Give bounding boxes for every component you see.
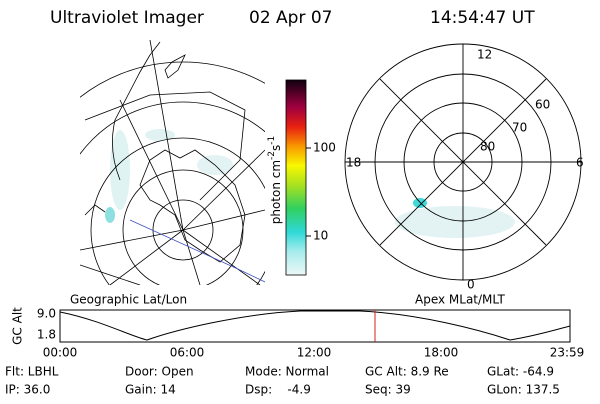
polar-label: Apex MLat/MLT xyxy=(415,293,505,307)
hour-label: 18 xyxy=(346,156,361,170)
colorbar-label: photon cm-2s-1 xyxy=(267,136,283,225)
status-field: GLat: -64.9 xyxy=(487,365,554,379)
lat-label: 80 xyxy=(480,140,495,154)
x-tick-label: 18:00 xyxy=(424,346,459,360)
lat-label: 70 xyxy=(512,121,527,135)
hour-label: 6 xyxy=(576,156,584,170)
label-part: -1 xyxy=(267,136,277,145)
map-label: Geographic Lat/Lon xyxy=(70,293,187,307)
lat-label: 60 xyxy=(535,98,550,112)
label-part: photon cm xyxy=(269,160,283,224)
x-tick-label: 00:00 xyxy=(43,346,78,360)
y-tick-label: 1.8 xyxy=(37,328,56,342)
hour-label: 0 xyxy=(467,278,475,292)
status-field: Dsp: -4.9 xyxy=(245,383,311,397)
altitude-curve xyxy=(59,310,571,341)
colorbar-tick: 100 xyxy=(313,141,336,155)
label-part: s xyxy=(269,145,283,151)
geographic-map xyxy=(80,40,265,285)
time: 14:54:47 UT xyxy=(430,8,535,28)
x-tick-label: 06:00 xyxy=(170,346,205,360)
status-field: IP: 36.0 xyxy=(5,383,50,397)
status-field: GLon: 137.5 xyxy=(487,383,560,397)
label-part: -2 xyxy=(267,151,277,160)
status-field: Door: Open xyxy=(125,365,194,379)
x-tick-label: 12:00 xyxy=(297,346,332,360)
hour-label: 12 xyxy=(477,48,492,62)
x-tick-label: 23:59 xyxy=(550,346,585,360)
date: 02 Apr 07 xyxy=(249,8,332,28)
axis-label: GC Alt xyxy=(11,307,25,345)
polar-plot xyxy=(344,43,582,281)
status-field: Gain: 14 xyxy=(125,383,176,397)
status-field: Mode: Normal xyxy=(245,365,329,379)
status-field: Seq: 39 xyxy=(365,383,411,397)
title: Ultraviolet Imager xyxy=(50,8,204,28)
status-field: GC Alt: 8.9 Re xyxy=(365,365,449,379)
color-bar xyxy=(285,79,307,276)
colorbar-tick: 10 xyxy=(313,229,328,243)
status-panel: Flt: LBHL Door: Open Mode: Normal GC Alt: 8… xyxy=(5,365,560,397)
y-tick-label: 9.0 xyxy=(37,307,56,321)
status-field: Flt: LBHL xyxy=(5,365,59,379)
